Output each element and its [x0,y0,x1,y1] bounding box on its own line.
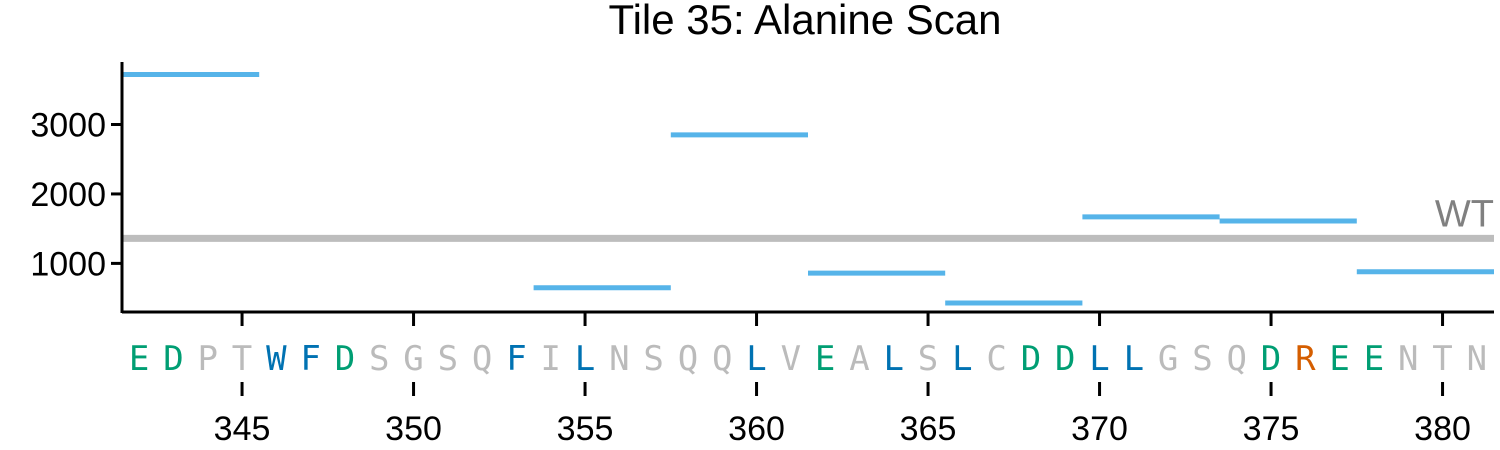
y-tick-label-1000: 1000 [30,245,106,283]
wt-label: WT [1435,193,1494,235]
x-tick-label-345: 345 [214,410,271,448]
residue-344: P [198,339,218,379]
chart-title: Tile 35: Alanine Scan [608,0,1001,43]
residue-364: L [884,339,904,379]
residue-356: N [609,339,629,379]
residue-353: F [506,339,526,379]
x-tick-label-365: 365 [900,410,957,448]
residue-374: Q [1227,339,1247,379]
y-ticks: 1000 2000 3000 [30,107,122,283]
residue-343: D [163,339,183,379]
residue-362: E [815,339,835,379]
residue-373: S [1192,339,1212,379]
residue-375: D [1261,339,1281,379]
residue-369: D [1055,339,1075,379]
residue-360: L [746,339,766,379]
residue-345: T [232,339,252,379]
residue-381: N [1467,339,1487,379]
residue-361: V [781,339,801,379]
residue-351: S [438,339,458,379]
y-tick-label-3000: 3000 [30,107,106,145]
residue-346: W [266,339,287,379]
residue-352: Q [472,339,492,379]
segments-layer [122,72,1494,306]
residue-349: S [369,339,389,379]
residue-379: N [1398,339,1418,379]
residue-347: F [300,339,320,379]
y-tick-label-2000: 2000 [30,176,106,214]
residue-359: Q [712,339,732,379]
wt-layer: WT [122,193,1494,242]
residue-372: G [1158,339,1178,379]
x-tick-label-355: 355 [557,410,614,448]
residue-376: R [1295,339,1316,379]
residue-370: L [1089,339,1109,379]
residue-368: D [1021,339,1041,379]
x-tick-label-380: 380 [1414,410,1471,448]
x-tick-label-375: 375 [1243,410,1300,448]
residue-357: S [643,339,663,379]
residue-365: S [918,339,938,379]
residue-354: I [541,339,561,379]
residue-367: C [986,339,1006,379]
residue-378: E [1364,339,1384,379]
x-tick-label-370: 370 [1071,410,1128,448]
residue-377: E [1329,339,1349,379]
x-tick-label-360: 360 [728,410,785,448]
residue-348: D [335,339,355,379]
residue-342: E [129,339,149,379]
residue-371: L [1124,339,1144,379]
x-ticks: 345 350 355 360 365 370 375 380 [214,312,1471,448]
residue-358: Q [678,339,698,379]
residue-355: L [575,339,595,379]
residue-350: G [403,339,423,379]
x-tick-label-350: 350 [385,410,442,448]
residue-363: A [849,339,869,379]
residue-366: L [952,339,972,379]
residue-380: T [1432,339,1452,379]
